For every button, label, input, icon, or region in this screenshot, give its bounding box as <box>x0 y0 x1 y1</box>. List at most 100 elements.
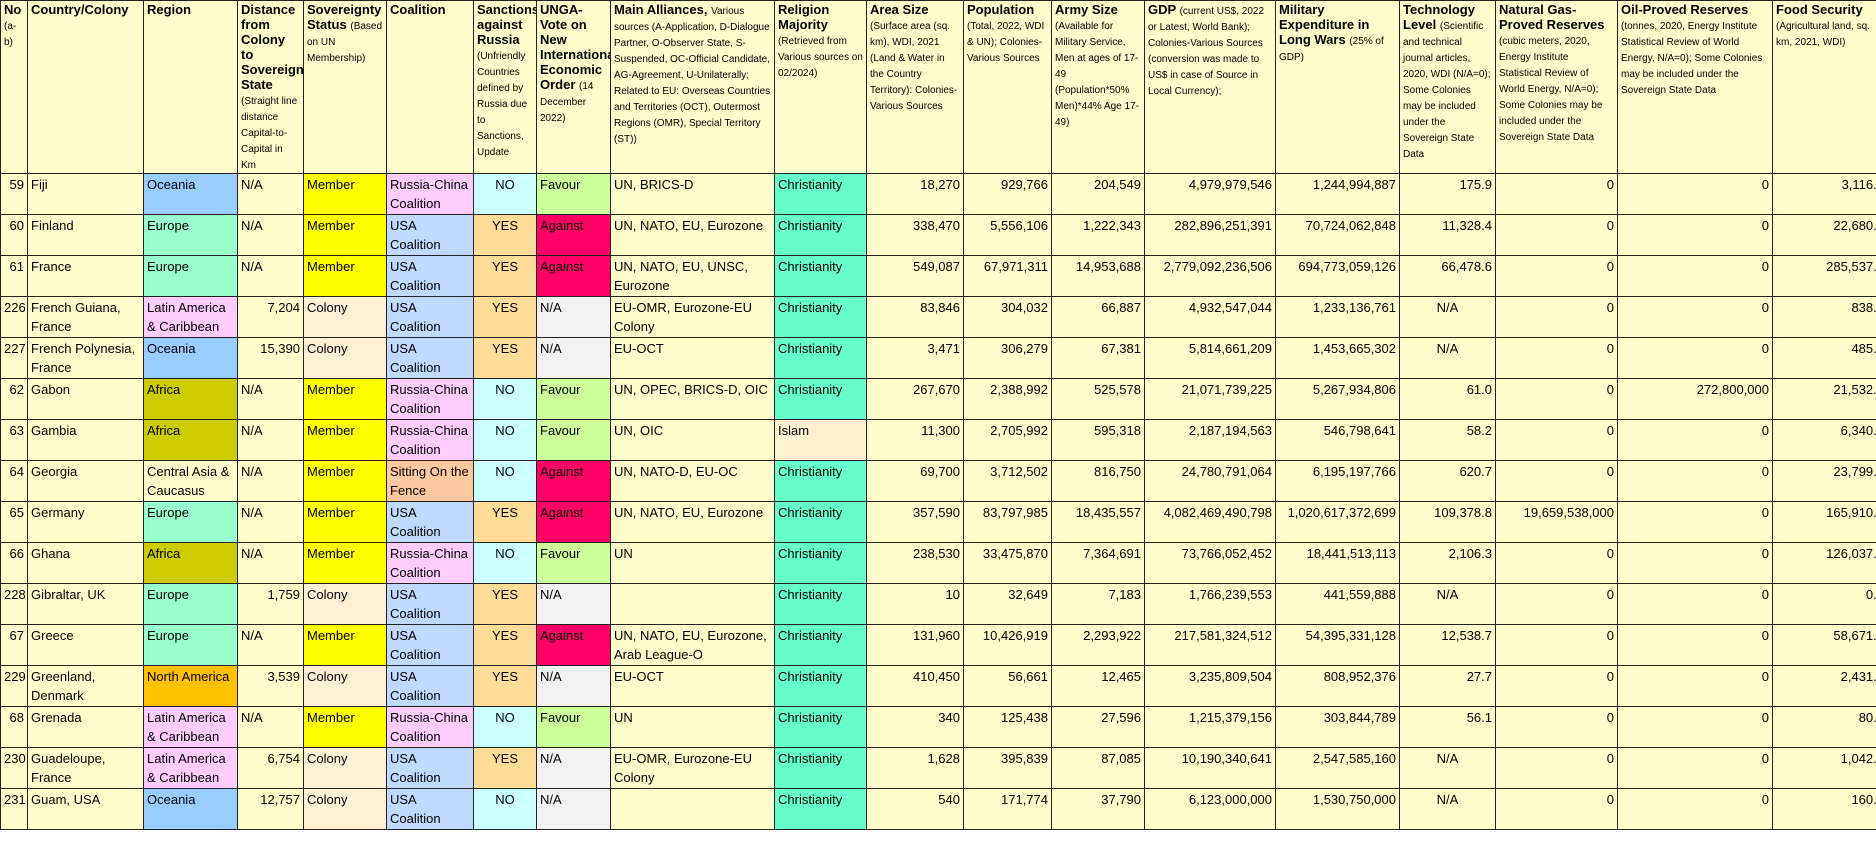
region-cell[interactable]: Oceania <box>143 337 238 379</box>
population-cell[interactable]: 306,279 <box>963 337 1052 379</box>
alliances-cell[interactable]: UN, NATO, EU, Eurozone, Arab League-O <box>610 624 775 666</box>
country-cell[interactable]: Greece <box>27 624 144 666</box>
alliances-cell[interactable]: UN, BRICS-D <box>610 173 775 215</box>
row-number[interactable]: 63 <box>0 419 28 461</box>
column-header[interactable]: No (a-b) <box>0 0 28 174</box>
coalition-cell[interactable]: USA Coalition <box>386 501 474 543</box>
gas-cell[interactable]: 0 <box>1495 460 1618 502</box>
army-cell[interactable]: 7,183 <box>1051 583 1145 625</box>
alliances-cell[interactable]: UN <box>610 542 775 584</box>
vote-cell[interactable]: Against <box>536 501 611 543</box>
army-cell[interactable]: 27,596 <box>1051 706 1145 748</box>
oil-cell[interactable]: 0 <box>1617 624 1773 666</box>
country-cell[interactable]: Georgia <box>27 460 144 502</box>
status-cell[interactable]: Colony <box>303 788 387 830</box>
population-cell[interactable]: 929,766 <box>963 173 1052 215</box>
oil-cell[interactable]: 0 <box>1617 460 1773 502</box>
food-cell[interactable]: 6,340.0 <box>1772 419 1876 461</box>
alliances-cell[interactable]: UN, NATO-D, EU-OC <box>610 460 775 502</box>
column-header[interactable]: Oil-Proved Reserves (tonnes, 2020, Energ… <box>1617 0 1773 174</box>
coalition-cell[interactable]: Russia-China Coalition <box>386 378 474 420</box>
gdp-cell[interactable]: 282,896,251,391 <box>1144 214 1276 256</box>
army-cell[interactable]: 1,222,343 <box>1051 214 1145 256</box>
tech-cell[interactable]: 12,538.7 <box>1399 624 1496 666</box>
military-cell[interactable]: 441,559,888 <box>1275 583 1400 625</box>
vote-cell[interactable]: Against <box>536 255 611 297</box>
food-cell[interactable]: 23,799.0 <box>1772 460 1876 502</box>
vote-cell[interactable]: Against <box>536 214 611 256</box>
food-cell[interactable]: 0.0 <box>1772 583 1876 625</box>
sanctions-cell[interactable]: NO <box>473 542 537 584</box>
population-cell[interactable]: 32,649 <box>963 583 1052 625</box>
status-cell[interactable]: Member <box>303 501 387 543</box>
tech-cell[interactable]: N/A <box>1399 747 1496 789</box>
military-cell[interactable]: 1,530,750,000 <box>1275 788 1400 830</box>
sanctions-cell[interactable]: NO <box>473 419 537 461</box>
country-cell[interactable]: Germany <box>27 501 144 543</box>
army-cell[interactable]: 12,465 <box>1051 665 1145 707</box>
religion-cell[interactable]: Christianity <box>774 214 867 256</box>
oil-cell[interactable]: 0 <box>1617 788 1773 830</box>
gdp-cell[interactable]: 10,190,340,641 <box>1144 747 1276 789</box>
sanctions-cell[interactable]: YES <box>473 337 537 379</box>
distance-cell[interactable]: 7,204 <box>237 296 304 338</box>
area-cell[interactable]: 1,628 <box>866 747 964 789</box>
row-number[interactable]: 65 <box>0 501 28 543</box>
religion-cell[interactable]: Christianity <box>774 542 867 584</box>
status-cell[interactable]: Colony <box>303 583 387 625</box>
status-cell[interactable]: Member <box>303 173 387 215</box>
sanctions-cell[interactable]: YES <box>473 747 537 789</box>
column-header[interactable]: Population (Total, 2022, WDI & UN); Colo… <box>963 0 1052 174</box>
gdp-cell[interactable]: 6,123,000,000 <box>1144 788 1276 830</box>
region-cell[interactable]: North America <box>143 665 238 707</box>
sanctions-cell[interactable]: NO <box>473 788 537 830</box>
vote-cell[interactable]: N/A <box>536 788 611 830</box>
area-cell[interactable]: 10 <box>866 583 964 625</box>
gdp-cell[interactable]: 217,581,324,512 <box>1144 624 1276 666</box>
column-header[interactable]: Food Security (Agricultural land, sq. km… <box>1772 0 1876 174</box>
oil-cell[interactable]: 0 <box>1617 337 1773 379</box>
army-cell[interactable]: 67,381 <box>1051 337 1145 379</box>
row-number[interactable]: 61 <box>0 255 28 297</box>
row-number[interactable]: 231 <box>0 788 28 830</box>
population-cell[interactable]: 3,712,502 <box>963 460 1052 502</box>
tech-cell[interactable]: N/A <box>1399 337 1496 379</box>
army-cell[interactable]: 87,085 <box>1051 747 1145 789</box>
area-cell[interactable]: 357,590 <box>866 501 964 543</box>
population-cell[interactable]: 304,032 <box>963 296 1052 338</box>
sanctions-cell[interactable]: YES <box>473 501 537 543</box>
region-cell[interactable]: Europe <box>143 501 238 543</box>
gas-cell[interactable]: 0 <box>1495 583 1618 625</box>
alliances-cell[interactable]: EU-OCT <box>610 665 775 707</box>
area-cell[interactable]: 238,530 <box>866 542 964 584</box>
gdp-cell[interactable]: 2,779,092,236,506 <box>1144 255 1276 297</box>
row-number[interactable]: 228 <box>0 583 28 625</box>
religion-cell[interactable]: Christianity <box>774 624 867 666</box>
tech-cell[interactable]: 27.7 <box>1399 665 1496 707</box>
military-cell[interactable]: 546,798,641 <box>1275 419 1400 461</box>
gdp-cell[interactable]: 1,215,379,156 <box>1144 706 1276 748</box>
region-cell[interactable]: Africa <box>143 542 238 584</box>
tech-cell[interactable]: 109,378.8 <box>1399 501 1496 543</box>
vote-cell[interactable]: N/A <box>536 583 611 625</box>
coalition-cell[interactable]: USA Coalition <box>386 624 474 666</box>
alliances-cell[interactable]: UN, OIC <box>610 419 775 461</box>
region-cell[interactable]: Europe <box>143 214 238 256</box>
row-number[interactable]: 229 <box>0 665 28 707</box>
column-header[interactable]: Military Expenditure in Long Wars (25% o… <box>1275 0 1400 174</box>
oil-cell[interactable]: 0 <box>1617 214 1773 256</box>
area-cell[interactable]: 3,471 <box>866 337 964 379</box>
coalition-cell[interactable]: USA Coalition <box>386 255 474 297</box>
distance-cell[interactable]: N/A <box>237 624 304 666</box>
religion-cell[interactable]: Christianity <box>774 255 867 297</box>
tech-cell[interactable]: 61.0 <box>1399 378 1496 420</box>
gdp-cell[interactable]: 4,979,979,546 <box>1144 173 1276 215</box>
distance-cell[interactable]: 15,390 <box>237 337 304 379</box>
distance-cell[interactable]: 1,759 <box>237 583 304 625</box>
religion-cell[interactable]: Christianity <box>774 337 867 379</box>
oil-cell[interactable]: 0 <box>1617 255 1773 297</box>
population-cell[interactable]: 83,797,985 <box>963 501 1052 543</box>
vote-cell[interactable]: Favour <box>536 542 611 584</box>
country-cell[interactable]: Ghana <box>27 542 144 584</box>
country-cell[interactable]: Guadeloupe, France <box>27 747 144 789</box>
